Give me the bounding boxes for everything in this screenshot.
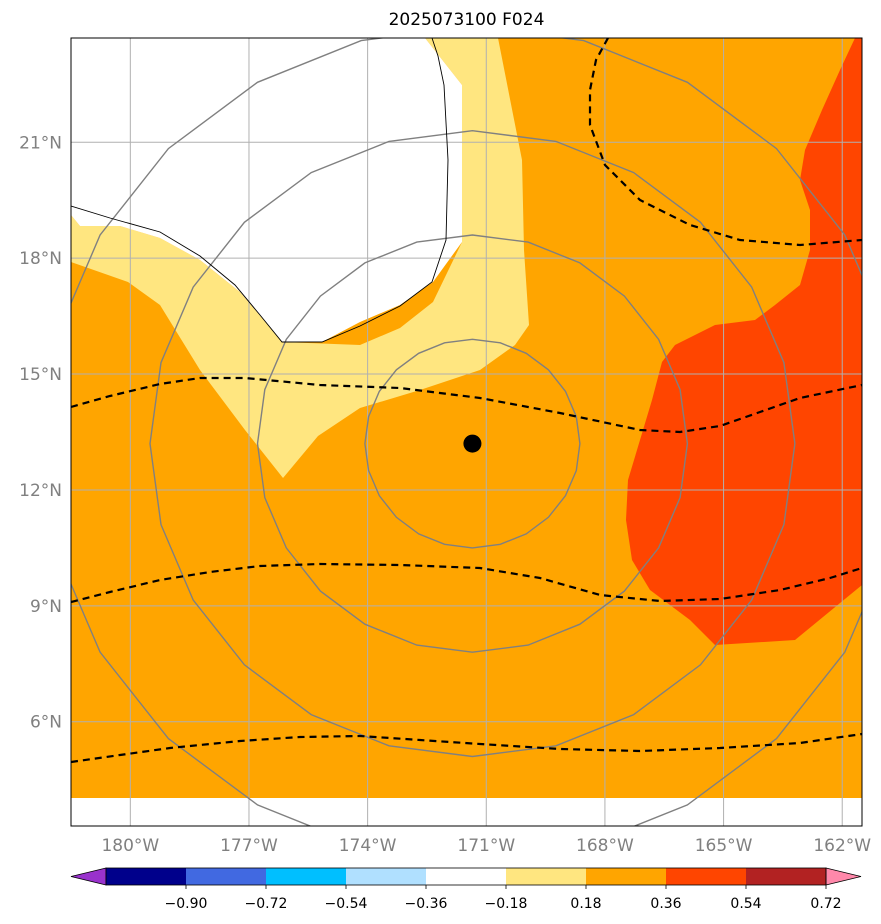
range-ring-1 — [364, 338, 581, 549]
lon-tick-label-1: 177°W — [220, 836, 278, 856]
colorbar-box-7 — [666, 868, 746, 885]
storm-center-marker — [463, 434, 482, 453]
lat-tick-label-5: 6°N — [30, 713, 62, 733]
lon-tick-label-3: 171°W — [457, 836, 515, 856]
colorbar-extend-low — [70, 867, 107, 886]
map-title: 2025073100 F024 — [388, 10, 545, 30]
dashed-contour-1 — [588, 38, 862, 247]
lat-tick-label-3: 12°N — [19, 481, 62, 501]
colorbar-box-5 — [506, 868, 586, 885]
map-bottom-nodata — [71, 798, 862, 826]
range-ring-4 — [71, 38, 862, 826]
colorbar-labels: −0.90 −0.72 −0.54 −0.36 −0.18 0.18 0.36 0.54 0.7… — [165, 885, 842, 912]
dashed-contour-2 — [71, 376, 862, 434]
colorbar-label-0: −0.90 — [165, 896, 208, 912]
colorbar-box-3 — [346, 868, 426, 885]
lat-tick-label-4: 9°N — [30, 597, 62, 617]
dashed-contours — [71, 38, 862, 764]
thin-contour-line — [71, 38, 449, 343]
colorbar-box-2 — [266, 868, 346, 885]
lat-tick-label-1: 18°N — [19, 249, 62, 269]
colorbar-label-7: 0.54 — [730, 896, 761, 912]
colorbar-outline — [105, 867, 827, 886]
colorbar-extend-high — [825, 867, 862, 886]
lon-tick-label-4: 168°W — [576, 836, 634, 856]
lat-tick-label-2: 15°N — [19, 365, 62, 385]
range-rings — [71, 38, 862, 826]
colorbar-label-8: 0.72 — [810, 896, 841, 912]
gridlines — [71, 38, 862, 826]
colorbar-box-1 — [186, 868, 266, 885]
range-ring-2 — [256, 234, 689, 653]
lon-tick-label-0: 180°W — [101, 836, 159, 856]
colorbar — [70, 867, 862, 886]
colorbar-label-4: −0.18 — [485, 896, 528, 912]
lon-tick-label-5: 165°W — [695, 836, 753, 856]
colorbar-label-1: −0.72 — [245, 896, 288, 912]
latitude-labels: 21°N 18°N 15°N 12°N 9°N 6°N — [19, 133, 62, 732]
colorbar-box-6 — [586, 868, 666, 885]
map-area — [71, 38, 862, 826]
lat-tick-label-0: 21°N — [19, 133, 62, 153]
map-frame — [70, 37, 863, 827]
colorbar-box-0 — [106, 868, 186, 885]
colorbar-box-4 — [426, 868, 506, 885]
lon-tick-label-2: 174°W — [339, 836, 397, 856]
range-ring-3 — [149, 129, 796, 758]
field-band-white — [71, 38, 462, 342]
colorbar-box-8 — [746, 868, 826, 885]
dashed-contour-3 — [71, 562, 862, 604]
colorbar-label-2: −0.54 — [325, 896, 368, 912]
colorbar-label-6: 0.36 — [650, 896, 681, 912]
field-band-yellow — [71, 38, 529, 478]
colorbar-label-3: −0.36 — [405, 896, 448, 912]
dashed-contour-4 — [71, 732, 862, 764]
colorbar-label-5: 0.18 — [570, 896, 601, 912]
lon-tick-label-6: 162°W — [813, 836, 871, 856]
field-band-red — [626, 38, 862, 645]
longitude-labels: 180°W 177°W 174°W 171°W 168°W 165°W 162°W — [101, 836, 871, 856]
